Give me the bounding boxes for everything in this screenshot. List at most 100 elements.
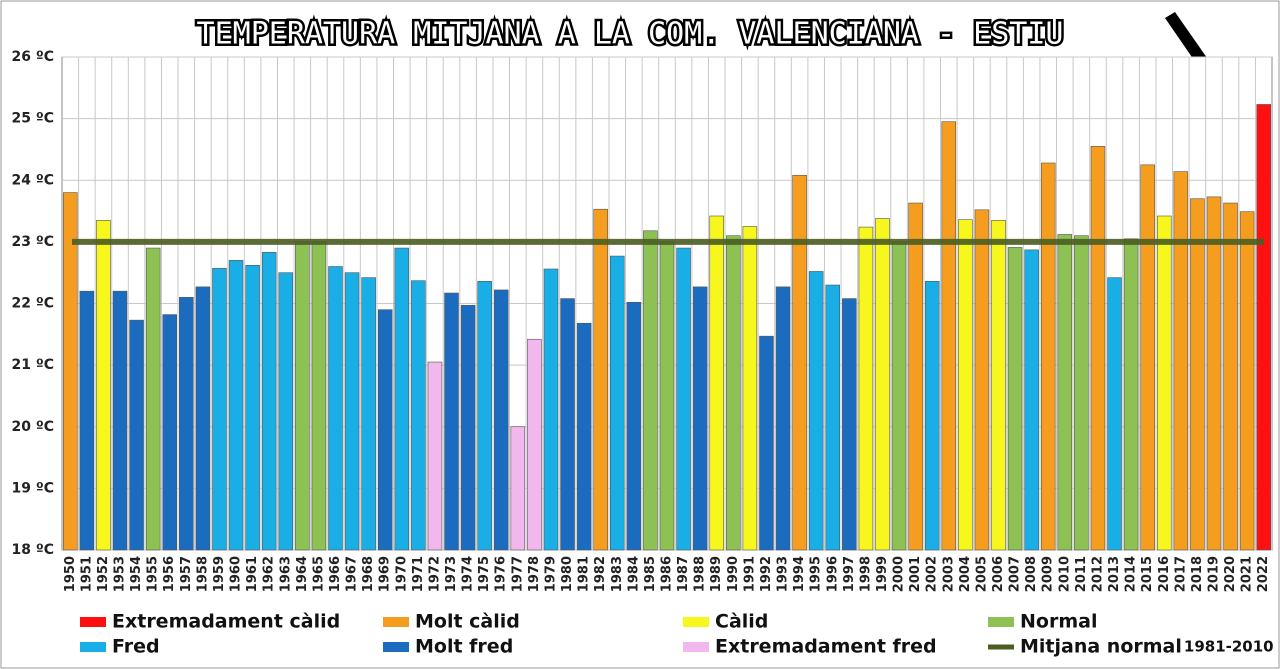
x-tick-label: 1968	[361, 556, 376, 592]
legend-label: Extremadament fred	[715, 636, 937, 658]
x-tick-label: 1994	[792, 556, 807, 592]
legend-label: Molt fred	[415, 636, 513, 658]
x-tick-label: 1999	[875, 556, 890, 592]
bar	[1107, 277, 1122, 551]
bar	[162, 314, 178, 551]
bar	[179, 297, 194, 551]
bar	[1239, 211, 1255, 551]
bar	[941, 121, 957, 551]
bar	[344, 272, 360, 551]
bar	[278, 272, 294, 551]
x-tick-label: 1950	[63, 556, 78, 592]
bar	[626, 301, 642, 551]
x-tick-label: 1980	[560, 556, 575, 592]
bar	[261, 252, 277, 551]
x-tick-label: 1961	[245, 556, 260, 592]
x-tick-label: 1993	[776, 556, 791, 592]
x-tick-label: 1953	[113, 556, 128, 592]
y-tick-label: 21 ºC	[11, 357, 54, 373]
bar	[377, 309, 393, 551]
bar	[129, 319, 144, 551]
bar	[1090, 146, 1106, 551]
bar	[63, 192, 78, 551]
x-tick-label: 1970	[394, 556, 409, 592]
legend-swatch	[383, 642, 409, 652]
bar	[411, 280, 426, 551]
x-tick-label: 1960	[229, 556, 244, 592]
bar	[842, 298, 857, 551]
bar	[1123, 238, 1139, 551]
x-tick-label: 1987	[676, 556, 691, 592]
bar	[808, 271, 824, 551]
x-tick-label: 2018	[1190, 556, 1205, 592]
x-tick-label: 1989	[709, 556, 724, 592]
x-tick-label: 2004	[958, 556, 973, 592]
x-tick-label: 2017	[1173, 556, 1188, 592]
x-tick-label: 1992	[759, 556, 774, 592]
bar	[991, 220, 1006, 551]
bar	[1190, 198, 1205, 551]
bar	[228, 260, 244, 551]
x-tick-label: 1967	[345, 556, 360, 592]
bar	[112, 290, 128, 551]
y-tick-label: 26 ºC	[11, 49, 54, 65]
x-tick-label: 1973	[444, 556, 459, 592]
legend-swatch	[988, 617, 1014, 627]
x-tick-label: 2022	[1256, 556, 1271, 592]
legend-swatch	[80, 642, 106, 652]
bar	[145, 247, 161, 551]
x-tick-label: 1957	[179, 556, 194, 592]
bar	[576, 322, 592, 551]
x-tick-label: 1974	[461, 556, 476, 592]
x-tick-label: 2013	[1107, 556, 1122, 592]
x-tick-label: 2010	[1057, 556, 1072, 592]
x-tick-label: 1982	[593, 556, 608, 592]
bar	[742, 226, 758, 551]
bar	[361, 277, 376, 551]
legend-label: Mitjana normal	[1020, 636, 1182, 658]
bar	[643, 230, 658, 551]
x-tick-label: 1983	[610, 556, 625, 592]
bar	[527, 338, 542, 551]
bar	[759, 335, 774, 551]
bar	[709, 215, 724, 551]
bar	[858, 226, 874, 551]
x-tick-label: 1972	[427, 556, 442, 592]
bar	[974, 209, 990, 551]
x-tick-label: 2012	[1090, 556, 1105, 592]
bar	[195, 286, 211, 551]
y-tick-label: 25 ºC	[11, 111, 54, 127]
bar	[212, 268, 227, 551]
bar	[1256, 104, 1271, 551]
bar	[510, 426, 526, 551]
x-tick-label: 2005	[974, 556, 989, 592]
bar	[427, 361, 443, 551]
bar	[1074, 235, 1089, 551]
x-tick-label: 1991	[742, 556, 757, 592]
bar	[79, 290, 95, 551]
bar	[493, 289, 509, 551]
bar	[295, 241, 310, 551]
bar	[891, 241, 907, 551]
legend-label: Normal	[1020, 611, 1097, 633]
x-tick-label: 1954	[129, 556, 144, 592]
bar	[460, 305, 476, 551]
x-tick-label: 1976	[494, 556, 509, 592]
x-tick-label: 2016	[1157, 556, 1172, 592]
bar	[477, 281, 492, 551]
bar	[908, 202, 923, 551]
bar	[1173, 171, 1189, 551]
x-tick-label: 1975	[477, 556, 492, 592]
x-tick-label: 2000	[892, 556, 907, 592]
x-tick-label: 1969	[378, 556, 393, 592]
x-tick-label: 1988	[693, 556, 708, 592]
x-tick-label: 1979	[543, 556, 558, 592]
x-tick-label: 1966	[328, 556, 343, 592]
bar	[593, 208, 608, 551]
x-tick-label: 2006	[991, 556, 1006, 592]
x-tick-label: 2011	[1074, 556, 1089, 592]
legend-sublabel: 1981-2010	[1184, 638, 1274, 656]
x-tick-label: 2019	[1206, 556, 1221, 592]
x-tick-label: 1986	[660, 556, 675, 592]
x-tick-label: 1997	[842, 556, 857, 592]
